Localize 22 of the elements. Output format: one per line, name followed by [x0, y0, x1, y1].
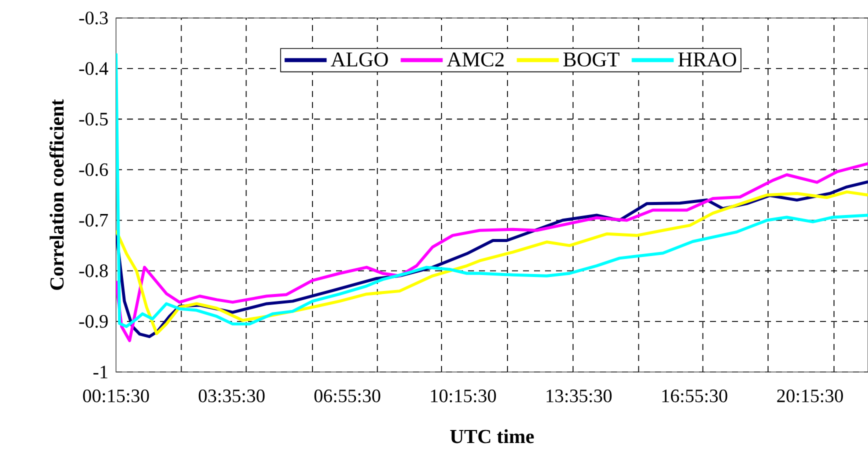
y-tick-label: -0.5 [79, 112, 108, 126]
y-axis-title: Correlation coefficient [49, 99, 64, 290]
line-series [116, 52, 868, 328]
y-tick-label: -0.3 [79, 12, 108, 24]
legend-label: ALGO [330, 52, 388, 67]
y-tick-label: -0.8 [79, 264, 108, 278]
x-tick-label: 10:15:30 [431, 390, 496, 402]
legend-label: BOGT [563, 52, 620, 67]
y-tick-label: -0.6 [79, 163, 108, 176]
legend-label: HRAO [678, 52, 736, 67]
y-tick-label: -0.7 [79, 214, 108, 227]
x-tick-label: 20:15:30 [777, 390, 843, 402]
y-tick-label: -0.4 [79, 62, 108, 75]
x-tick-label: 03:35:30 [198, 390, 265, 402]
x-axis-title: UTC time [450, 429, 534, 444]
x-tick-label: 00:15:30 [83, 390, 149, 402]
y-tick-label: -0.9 [79, 314, 108, 328]
x-tick-label: 16:55:30 [662, 390, 728, 402]
x-tick-label: 13:35:30 [546, 390, 612, 402]
x-tick-label: 06:55:30 [314, 390, 380, 402]
y-tick-label: -1 [93, 366, 108, 378]
legend-label: AMC2 [446, 52, 504, 67]
